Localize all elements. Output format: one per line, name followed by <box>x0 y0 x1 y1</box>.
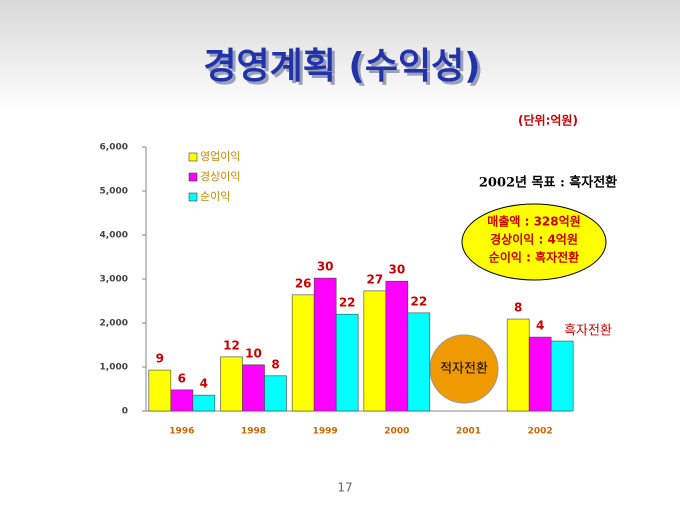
bar <box>264 375 287 412</box>
net-2002-label: 흑자전환 <box>564 324 612 339</box>
rate-label: 6 <box>178 371 186 385</box>
bar <box>313 277 337 412</box>
bar <box>550 340 574 412</box>
rate-label: 4 <box>536 319 544 333</box>
bar <box>335 313 359 412</box>
x-tick-label: 2000 <box>384 427 409 437</box>
legend-label: 순이익 <box>200 190 230 203</box>
legend-swatch <box>188 152 198 162</box>
rate-label: 8 <box>514 301 522 315</box>
x-tick-label: 2002 <box>528 427 553 437</box>
rate-label: 26 <box>295 276 312 290</box>
loss-label: 적자전환 <box>440 362 488 377</box>
rate-label: 27 <box>366 272 383 286</box>
target-line: 매출액 : 328억원 <box>487 214 580 229</box>
rate-label: 8 <box>271 357 279 371</box>
target-line: 순이익 : 흑자전환 <box>489 250 579 265</box>
bar <box>407 312 431 412</box>
bar <box>385 280 409 412</box>
y-tick-label: 6,000 <box>100 143 128 153</box>
unit-label: (단위:억원) <box>518 113 578 128</box>
rate-label: 22 <box>410 294 427 308</box>
y-tick-label: 0 <box>122 407 128 417</box>
legend-label: 영업이익 <box>200 150 240 163</box>
x-tick-label: 1998 <box>241 427 266 437</box>
page-number: 17 <box>337 481 352 495</box>
y-tick-label: 3,000 <box>100 275 128 285</box>
bar <box>528 336 552 412</box>
title: 경영계획 (수익성) <box>203 46 480 87</box>
rate-label: 30 <box>388 263 405 277</box>
rate-label: 10 <box>245 346 262 360</box>
x-tick-label: 1996 <box>169 427 194 437</box>
target-ellipse <box>461 203 607 281</box>
legend-label: 경상이익 <box>200 170 240 183</box>
y-tick-label: 1,000 <box>100 363 128 373</box>
y-tick-label: 2,000 <box>100 319 128 329</box>
rate-label: 30 <box>317 260 334 274</box>
bar <box>363 290 387 412</box>
x-tick-label: 1999 <box>313 427 338 437</box>
bar <box>148 369 172 412</box>
rate-label: 12 <box>223 338 240 352</box>
rate-label: 22 <box>339 296 356 310</box>
rate-label: 9 <box>156 352 164 366</box>
bar <box>291 294 315 412</box>
target-text: 2002년 목표 : 흑자전환 <box>479 175 617 191</box>
bar <box>506 318 530 412</box>
bar <box>192 394 216 412</box>
target-line: 경상이익 : 4억원 <box>490 232 578 247</box>
title-shadow: 경영계획 (수익성) <box>206 49 483 90</box>
y-tick-label: 4,000 <box>100 231 128 241</box>
legend-swatch <box>188 172 198 182</box>
bar <box>242 364 265 412</box>
bar <box>220 356 243 412</box>
rate-label: 4 <box>200 377 208 391</box>
y-tick-label: 5,000 <box>100 187 128 197</box>
legend-swatch <box>188 192 198 202</box>
bar <box>170 389 194 412</box>
x-tick-label: 2001 <box>456 427 481 437</box>
